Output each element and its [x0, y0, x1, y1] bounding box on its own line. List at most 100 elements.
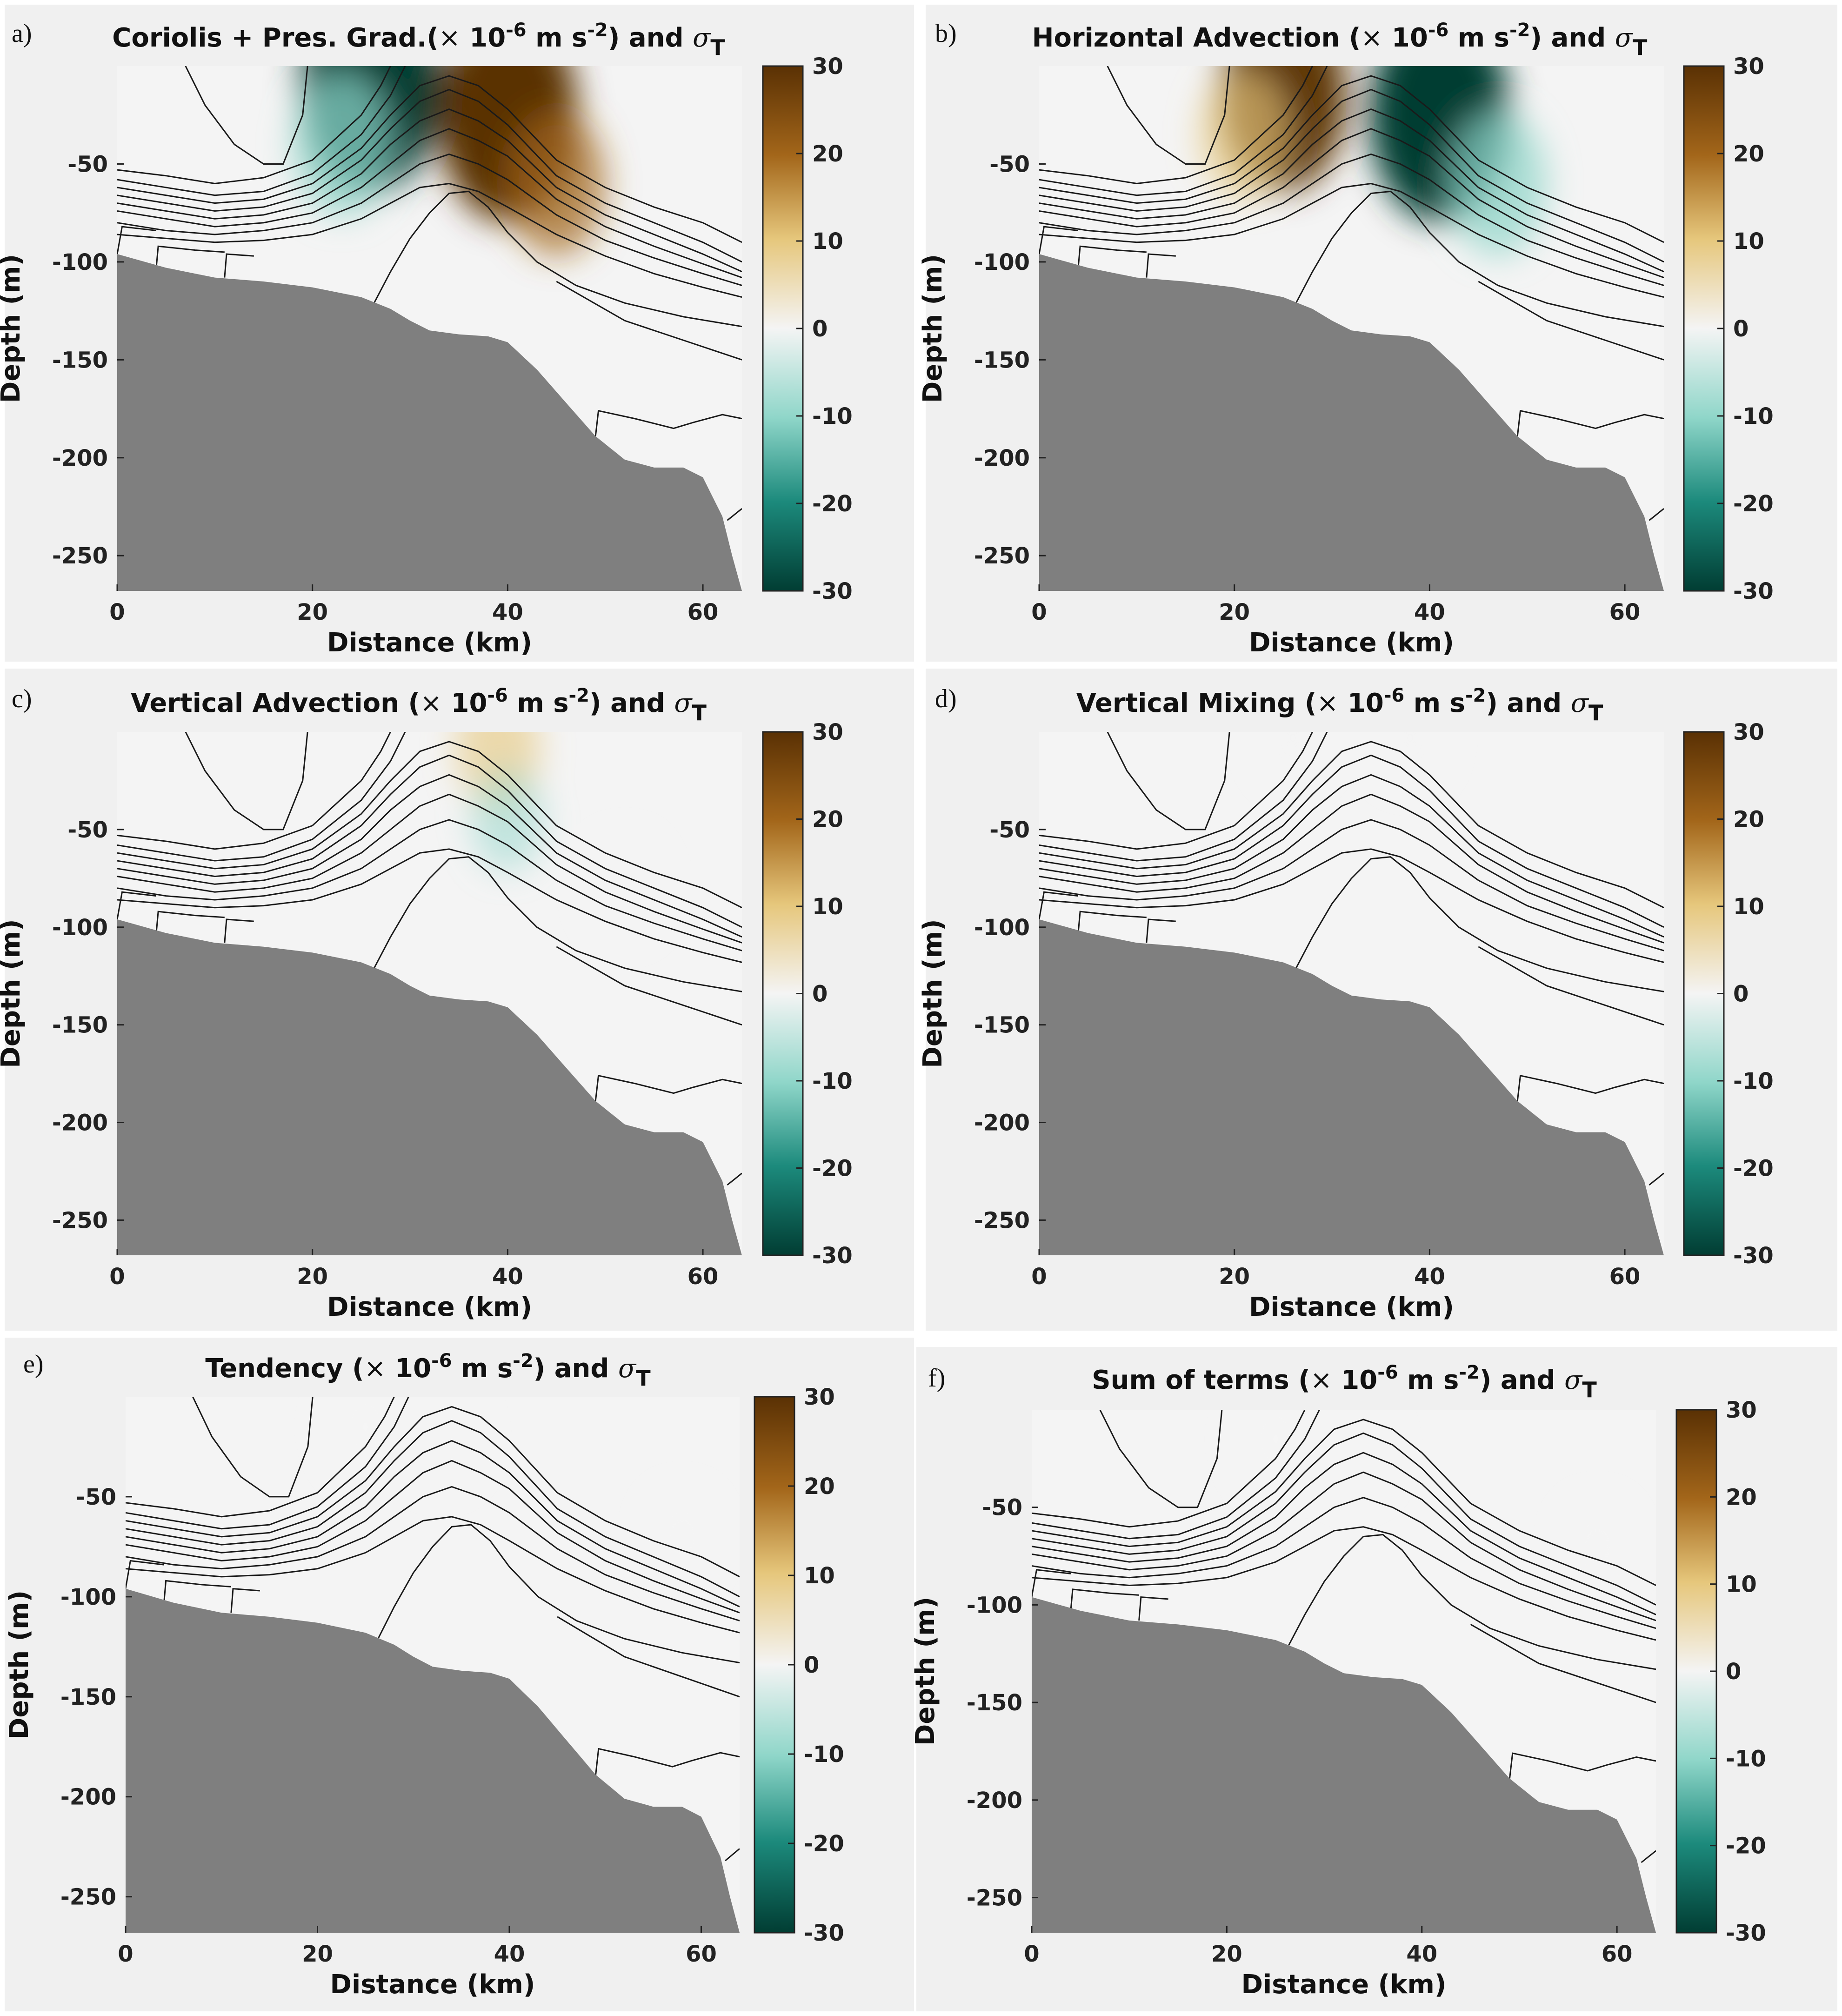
colorbar-tick-label: -20: [812, 491, 853, 517]
y-axis-label: Depth (m): [4, 1590, 34, 1739]
field-anomaly: [1320, 1410, 1387, 1495]
isopycnal-contours: [1039, 732, 1664, 1186]
panel-title: Horizontal Advection (× 10-6 m s-2) and …: [1032, 20, 1648, 60]
y-tick-label: -50: [989, 151, 1030, 177]
colorbar-tick-label: -30: [804, 1920, 844, 1946]
isopycnal-line: [1039, 183, 1664, 298]
x-tick-label: 20: [297, 1264, 328, 1290]
colorbar-tick-label: 20: [812, 807, 843, 833]
isopycnal-line: [117, 128, 742, 278]
isopycnal-contours: [126, 1397, 740, 1862]
x-tick-label: 40: [1414, 1264, 1445, 1290]
panel-a: a) Coriolis + Pres. Grad.(× 10-6 m s-2) a…: [0, 5, 914, 662]
y-tick-label: -250: [52, 543, 108, 569]
panel-c: c) Vertical Advection (× 10-6 m s-2) and …: [0, 669, 914, 1331]
colorbar-tick-label: -10: [812, 403, 853, 429]
colorbar-tick-label: 20: [1726, 1484, 1757, 1510]
colorbar-tick-label: 10: [812, 228, 843, 255]
x-tick-label: 20: [1211, 1941, 1242, 1967]
colorbar-tick-label: 20: [1733, 807, 1764, 833]
x-tick-label: 40: [492, 1264, 523, 1290]
x-tick-label: 20: [1219, 1264, 1250, 1290]
isopycnal-line: [1039, 226, 1079, 255]
x-tick-label: 20: [1219, 599, 1250, 625]
isopycnal-line: [1032, 1569, 1071, 1597]
colorbar-tick-label: 10: [804, 1563, 835, 1589]
x-axis-label: Distance (km): [327, 1292, 532, 1322]
isopycnal-line: [1032, 1432, 1656, 1606]
x-axis-label: Distance (km): [1249, 628, 1454, 658]
field-anomalies: [293, 66, 606, 256]
isopycnal-line: [126, 1397, 395, 1518]
y-axis-label: Depth (m): [0, 254, 26, 403]
isopycnal-line: [1039, 754, 1664, 928]
isopycnal-line: [370, 190, 742, 328]
isopycnal-line: [185, 732, 308, 831]
y-tick-label: -200: [974, 1110, 1030, 1136]
colorbar-tick-label: -20: [1733, 491, 1774, 517]
colorbar-tick-label: 30: [812, 719, 843, 745]
isopycnal-line: [1508, 1752, 1656, 1779]
colorbar-tick-label: -10: [1733, 1068, 1774, 1094]
field-anomalies: [330, 1397, 713, 1579]
isopycnal-line: [117, 754, 742, 928]
isopycnal-line: [556, 281, 742, 361]
isopycnal-line: [163, 1580, 231, 1603]
isopycnal-line: [557, 1616, 740, 1698]
isopycnal-line: [117, 848, 742, 963]
colorbar: [1676, 1410, 1716, 1933]
panel-title: Vertical Mixing (× 10-6 m s-2) and σT: [1076, 685, 1603, 725]
isopycnal-line: [117, 88, 742, 263]
colorbar-tick-label: 10: [1726, 1572, 1757, 1598]
y-tick-label: -100: [967, 1592, 1022, 1618]
colorbar-tick-label: -10: [1726, 1746, 1766, 1772]
colorbar-tick-label: 0: [1733, 981, 1749, 1007]
isopycnal-line: [1478, 946, 1664, 1026]
y-tick-label: -150: [967, 1690, 1022, 1716]
field-anomaly: [1241, 1410, 1311, 1488]
isopycnal-line: [1039, 793, 1664, 944]
isopycnal-line: [1032, 1526, 1656, 1641]
y-tick-label: -250: [967, 1885, 1022, 1911]
x-tick-label: 40: [494, 1941, 525, 1967]
field-anomalies: [1241, 1410, 1628, 1588]
isopycnal-line: [126, 1420, 740, 1598]
isopycnal-contours: [1039, 66, 1664, 521]
panel-b: b) Horizontal Advection (× 10-6 m s-2) an…: [918, 5, 1837, 662]
y-tick-label: -50: [982, 1495, 1022, 1521]
isopycnal-line: [727, 508, 742, 521]
field-anomaly: [1449, 111, 1547, 256]
panel-title: Tendency (× 10-6 m s-2) and σT: [205, 1350, 651, 1391]
colorbar-tick-label: -30: [812, 578, 853, 604]
isopycnal-line: [117, 741, 742, 909]
field-anomaly: [507, 111, 606, 256]
isopycnal-line: [126, 1560, 164, 1589]
isopycnal-line: [230, 1588, 260, 1613]
isopycnal-line: [155, 911, 225, 933]
isopycnal-line: [117, 153, 742, 286]
panel-title: Sum of terms (× 10-6 m s-2) and σT: [1092, 1362, 1597, 1402]
isopycnal-line: [1032, 1419, 1656, 1586]
colorbar-tick-label: -30: [1733, 1243, 1774, 1269]
colorbar-tick-label: -30: [1726, 1920, 1766, 1946]
isopycnal-line: [1099, 1410, 1223, 1508]
y-tick-label: -250: [60, 1884, 116, 1910]
x-tick-label: 20: [302, 1941, 333, 1967]
y-tick-label: -100: [974, 915, 1030, 941]
x-axis-label: Distance (km): [327, 628, 532, 658]
isopycnal-line: [1107, 66, 1230, 165]
isopycnal-line: [1641, 1850, 1656, 1863]
isopycnal-contours: [117, 66, 742, 521]
field-anomaly: [1261, 732, 1325, 782]
y-axis-label: Depth (m): [0, 919, 26, 1068]
y-tick-label: -150: [52, 347, 108, 373]
panel-letter: e): [23, 1350, 44, 1379]
isopycnal-line: [1039, 66, 1328, 196]
x-tick-label: 40: [1406, 1941, 1437, 1967]
panel-d: d) Vertical Mixing (× 10-6 m s-2) and σT 0…: [918, 669, 1837, 1331]
isopycnal-line: [117, 75, 742, 243]
isopycnal-line: [1648, 508, 1664, 521]
colorbar: [763, 66, 803, 591]
y-tick-label: -250: [974, 1207, 1030, 1233]
